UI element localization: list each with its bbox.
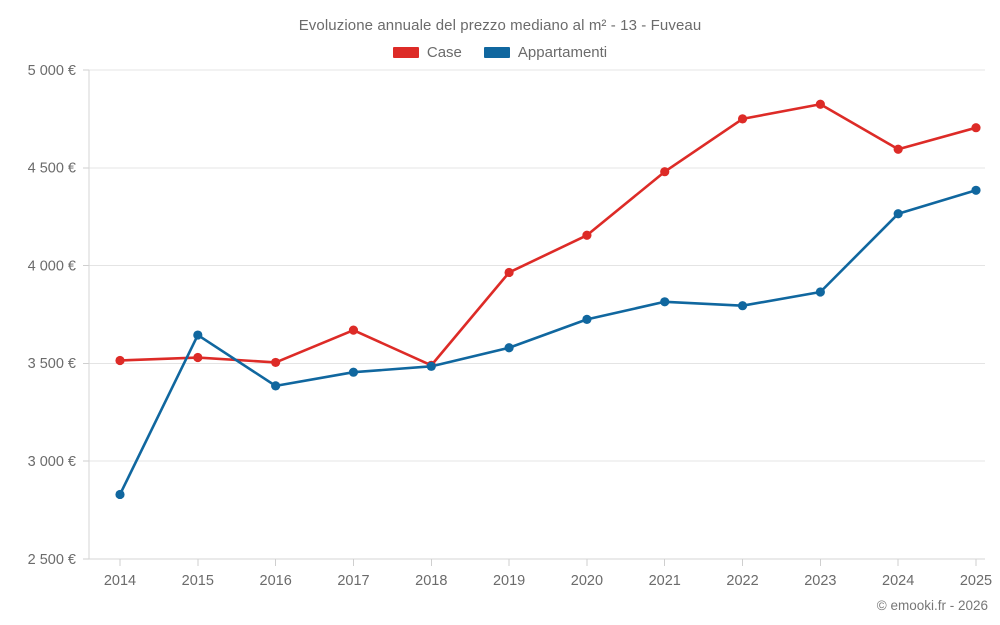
data-point[interactable]	[504, 343, 514, 353]
x-tick-label: 2023	[804, 573, 836, 589]
data-point[interactable]	[115, 355, 125, 366]
x-tick-label: 2019	[493, 573, 525, 589]
page-title: Evoluzione annuale del prezzo mediano al…	[298, 17, 702, 34]
legend-item-case[interactable]: Case	[392, 44, 462, 61]
x-tick-label: 2017	[337, 573, 369, 589]
x-axis-ticks	[119, 559, 977, 566]
x-tick-label: 2016	[260, 573, 292, 589]
data-point[interactable]	[582, 314, 592, 324]
x-axis-labels: 2014 2015 2016 2017 2018 2019 2020 2021 2022 2023…	[104, 573, 992, 589]
data-point[interactable]	[737, 301, 748, 311]
y-tick-label: 5 000 €	[28, 63, 76, 79]
x-tick-label: 2018	[415, 573, 447, 589]
x-tick-label: 2025	[960, 573, 992, 589]
legend-item-appartamenti[interactable]: Appartamenti	[483, 44, 608, 61]
x-tick-label: 2022	[726, 573, 758, 589]
data-point[interactable]	[115, 489, 125, 500]
y-tick-label: 2 500 €	[28, 552, 76, 568]
data-point[interactable]	[893, 144, 903, 154]
series-points	[115, 99, 981, 500]
y-tick-label: 4 500 €	[28, 161, 76, 177]
copyright-credit: © emooki.fr - 2026	[876, 598, 988, 613]
data-point[interactable]	[660, 297, 670, 307]
data-point[interactable]	[582, 230, 592, 240]
data-point[interactable]	[737, 114, 748, 124]
data-point[interactable]	[971, 123, 981, 133]
data-point[interactable]	[815, 99, 825, 109]
legend-swatch-blue-icon	[483, 47, 510, 58]
y-tick-label: 4 000 €	[28, 258, 76, 274]
data-point[interactable]	[193, 330, 203, 340]
x-tick-label: 2015	[182, 573, 214, 589]
series-lines	[118, 102, 978, 496]
data-point[interactable]	[348, 325, 359, 335]
x-tick-label: 2020	[571, 573, 603, 589]
data-point[interactable]	[971, 185, 981, 195]
data-point[interactable]	[193, 352, 203, 363]
chart-legend: Case Appartamenti	[0, 44, 1000, 61]
data-point[interactable]	[660, 167, 670, 177]
x-tick-label: 2024	[882, 573, 914, 589]
legend-swatch-red-icon	[392, 47, 419, 58]
data-point[interactable]	[271, 381, 281, 391]
data-point[interactable]	[815, 287, 825, 297]
legend-label-case: Case	[426, 44, 462, 61]
legend-label-appartamenti: Appartamenti	[517, 44, 608, 61]
y-tick-label: 3 000 €	[28, 454, 76, 470]
series-line-appartamenti	[118, 188, 978, 496]
series-line-case	[118, 102, 978, 367]
y-tick-label: 3 500 €	[28, 356, 76, 372]
y-axis-labels: 5 000 € 4 500 € 4 000 € 3 500 € 3 000 € 2 500…	[28, 63, 76, 568]
data-point[interactable]	[348, 367, 359, 377]
data-point[interactable]	[504, 267, 514, 278]
data-point[interactable]	[426, 361, 436, 371]
data-point[interactable]	[893, 209, 903, 219]
gridlines	[83, 69, 985, 560]
x-tick-label: 2021	[649, 573, 681, 589]
x-tick-label: 2014	[104, 573, 136, 589]
data-point[interactable]	[271, 357, 281, 368]
